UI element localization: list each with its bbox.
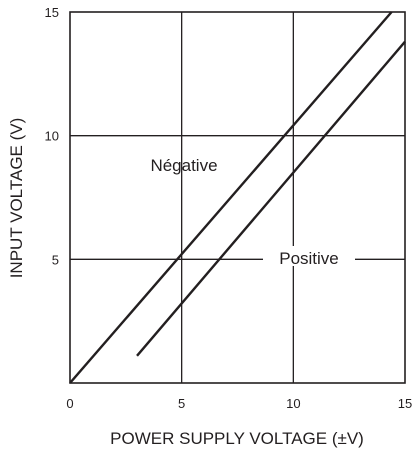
- x-tick-label-10: 10: [286, 396, 300, 411]
- series-label-positive: Positive: [279, 249, 339, 268]
- y-axis-title: INPUT VOLTAGE (V): [7, 118, 26, 279]
- tick-layer: 0 5 10 15 5 10 15: [45, 5, 413, 411]
- x-tick-label-0: 0: [66, 396, 73, 411]
- x-tick-label-5: 5: [178, 396, 185, 411]
- grid-layer: [69, 11, 406, 384]
- x-axis-title: POWER SUPPLY VOLTAGE (±V): [110, 429, 364, 448]
- series-label-negative: Négative: [150, 156, 217, 175]
- series-line-positive: [136, 40, 406, 357]
- x-tick-label-15: 15: [398, 396, 412, 411]
- series-line-negative: [69, 11, 393, 384]
- y-tick-label-5: 5: [52, 252, 59, 267]
- series-label-backing-positive: [263, 246, 355, 266]
- label-layer: Négative Positive: [150, 156, 355, 268]
- y-tick-label-10: 10: [45, 129, 59, 144]
- y-tick-label-15: 15: [45, 5, 59, 20]
- series-layer: [69, 11, 406, 384]
- plot-frame: [69, 11, 406, 384]
